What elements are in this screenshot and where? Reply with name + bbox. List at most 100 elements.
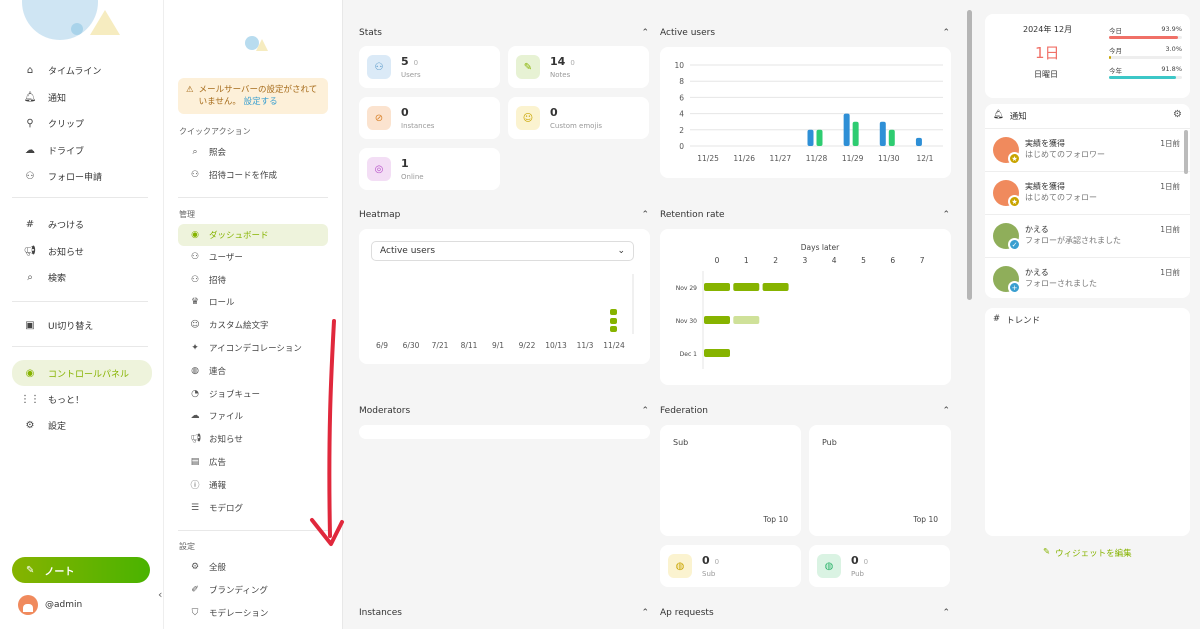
- heatmap-x-label: 11/3: [577, 341, 594, 350]
- brush-icon: ✐: [191, 585, 199, 595]
- bell-icon: 🔔︎: [993, 110, 1004, 120]
- notification-item[interactable]: + かえる フォローされました 1日前: [985, 257, 1190, 299]
- settings-title: 設定: [179, 542, 195, 551]
- stat-number: 0: [702, 554, 710, 567]
- stats-header[interactable]: Stats ⌃: [359, 26, 649, 40]
- instances-header[interactable]: Instances ⌃: [359, 606, 649, 620]
- chevron-up-icon[interactable]: ⌃: [641, 210, 649, 220]
- moderators-header[interactable]: Moderators ⌃: [359, 404, 649, 418]
- chevron-up-icon[interactable]: ⌃: [942, 608, 950, 618]
- warning-settings-link[interactable]: 設定する: [243, 97, 278, 107]
- nav-item-home[interactable]: ⌂ タイムライン: [12, 59, 152, 81]
- admin-item-user-plus[interactable]: ⚇ 招待コードを作成: [178, 165, 328, 185]
- manage-title: 管理: [179, 210, 195, 219]
- active-users-header[interactable]: Active users ⌃: [660, 26, 950, 40]
- trend-header: # トレンド: [993, 314, 1040, 326]
- admin-item-speaker[interactable]: 📢︎ お知らせ: [178, 429, 328, 449]
- instance-logo[interactable]: [20, 0, 130, 45]
- admin-item-clock[interactable]: ◔ ジョブキュー: [178, 384, 328, 404]
- users-icon: ⚇: [367, 55, 391, 79]
- nav-item-bell[interactable]: 🔔︎ 通知: [12, 86, 152, 108]
- admin-item-globe[interactable]: ◍ 連合: [178, 361, 328, 381]
- pencil-icon: ✎: [1043, 547, 1051, 557]
- admin-item-badge[interactable]: ♛ ロール: [178, 292, 328, 312]
- admin-item-shield[interactable]: ⛉ モデレーション: [178, 603, 328, 623]
- nav-item-search[interactable]: ⌕ 検索: [12, 266, 152, 288]
- stat-number: 14: [550, 55, 566, 68]
- admin-item-brush[interactable]: ✐ ブランディング: [178, 580, 328, 600]
- federation-header[interactable]: Federation ⌃: [660, 404, 950, 418]
- notification-item[interactable]: ★ 実績を獲得 はじめてのフォロー 1日前: [985, 171, 1190, 213]
- list-search-icon: ☰: [190, 502, 200, 513]
- admin-item-ad[interactable]: ▤ 広告: [178, 452, 328, 472]
- collapse-chevron-icon[interactable]: ‹: [158, 588, 163, 601]
- stat-card-custom-emojis: ☺ 0 Custom emojis: [508, 97, 649, 139]
- ap-requests-title: Ap requests: [660, 608, 714, 618]
- note-button[interactable]: ✎ ノート: [12, 557, 150, 583]
- bar: [888, 129, 895, 146]
- heatmap-source-select[interactable]: Active users ⌄: [371, 241, 634, 261]
- admin-item-label: ブランディング: [209, 586, 268, 596]
- heatmap-header[interactable]: Heatmap ⌃: [359, 208, 649, 222]
- nav-item-device[interactable]: ▣ UI切り替え: [12, 314, 152, 336]
- admin-item-emoji[interactable]: ☺ カスタム絵文字: [178, 315, 328, 335]
- nav-item-label: コントロールパネル: [48, 369, 130, 380]
- ap-requests-header[interactable]: Ap requests ⌃: [660, 606, 950, 620]
- admin-item-list-search[interactable]: ☰ モデログ: [178, 498, 328, 518]
- annotation-arrow: [310, 319, 344, 546]
- alert-icon: ⓘ: [190, 481, 200, 492]
- main-scrollbar[interactable]: [967, 10, 972, 300]
- notification-time: 1日前: [1160, 268, 1180, 277]
- nav-item-grid[interactable]: ⋮⋮ もっと！: [12, 388, 152, 410]
- retention-chart: Days later 0 1 2 3 4 5 6 7 Nov 29 Nov 30 Dec 1: [676, 243, 925, 369]
- stat-value: 0: [401, 106, 409, 119]
- progress-track: [1109, 36, 1182, 39]
- progress-label: 今日: [1109, 27, 1122, 35]
- nav-item-gauge[interactable]: ◉ コントロールパネル: [12, 360, 152, 386]
- admin-item-user-plus[interactable]: ⚇ 招待: [178, 270, 328, 290]
- nav-item-label: 通知: [48, 93, 67, 104]
- admin-item-label: アイコンデコレーション: [209, 344, 302, 354]
- admin-item-search[interactable]: ⌕ 照会: [178, 142, 328, 162]
- admin-item-label: モデレーション: [209, 609, 269, 619]
- y-tick-label: 6: [679, 93, 684, 102]
- edit-widgets-link[interactable]: ✎ ウィジェットを編集: [1043, 547, 1132, 559]
- admin-item-cloud[interactable]: ☁ ファイル: [178, 406, 328, 426]
- heatmap-cell: [610, 309, 617, 315]
- admin-item-label: 招待コードを作成: [209, 171, 278, 181]
- chevron-up-icon[interactable]: ⌃: [641, 28, 649, 38]
- notification-item[interactable]: ★ 実績を獲得 はじめてのフォロワー 1日前: [985, 128, 1190, 170]
- chevron-up-icon[interactable]: ⌃: [641, 608, 649, 618]
- nav-item-gear[interactable]: ⚙ 設定: [12, 414, 152, 436]
- nav-item-speaker[interactable]: 📢︎ お知らせ: [12, 240, 152, 262]
- nav-item-hash[interactable]: # みつける: [12, 213, 152, 235]
- admin-item-sparkle[interactable]: ✦ アイコンデコレーション: [178, 338, 328, 358]
- x-tick-label: 11/30: [878, 154, 900, 163]
- admin-item-label: ロール: [209, 298, 235, 309]
- chevron-up-icon[interactable]: ⌃: [942, 28, 950, 38]
- chevron-up-icon[interactable]: ⌃: [942, 210, 950, 220]
- stat-label: Notes: [550, 71, 571, 79]
- retention-header[interactable]: Retention rate ⌃: [660, 208, 950, 222]
- admin-item-gauge[interactable]: ◉ ダッシュボード: [178, 224, 328, 246]
- notification-item[interactable]: ✓ かえる フォローが承認されました 1日前: [985, 214, 1190, 256]
- admin-item-users[interactable]: ⚇ ユーザー: [178, 247, 328, 267]
- stat-value: 1: [401, 157, 409, 170]
- heatmap-x-label: 10/13: [545, 341, 567, 350]
- chevron-up-icon[interactable]: ⌃: [942, 406, 950, 416]
- nav-item-cloud[interactable]: ☁ ドライブ: [12, 139, 152, 161]
- y-tick-label: 8: [679, 77, 684, 86]
- bar: [915, 137, 922, 146]
- chevron-up-icon[interactable]: ⌃: [641, 406, 649, 416]
- admin-item-gear[interactable]: ⚙ 全般: [178, 557, 328, 577]
- nav-item-user-plus[interactable]: ⚇ フォロー申請: [12, 165, 152, 187]
- nav-item-paperclip[interactable]: ⚲ クリップ: [12, 112, 152, 134]
- notifications-scrollbar[interactable]: [1184, 130, 1188, 174]
- account-button[interactable]: @admin: [18, 595, 82, 615]
- admin-item-label: 照会: [209, 148, 227, 158]
- heatmap-grid: 6/9 6/30 7/21 8/11 9/1 9/22 10/13 11/3 11/24: [376, 274, 634, 350]
- gear-icon[interactable]: ⚙: [1173, 109, 1182, 120]
- notification-title: 実績を獲得: [1025, 139, 1065, 148]
- admin-item-alert[interactable]: ⓘ 通報: [178, 475, 328, 495]
